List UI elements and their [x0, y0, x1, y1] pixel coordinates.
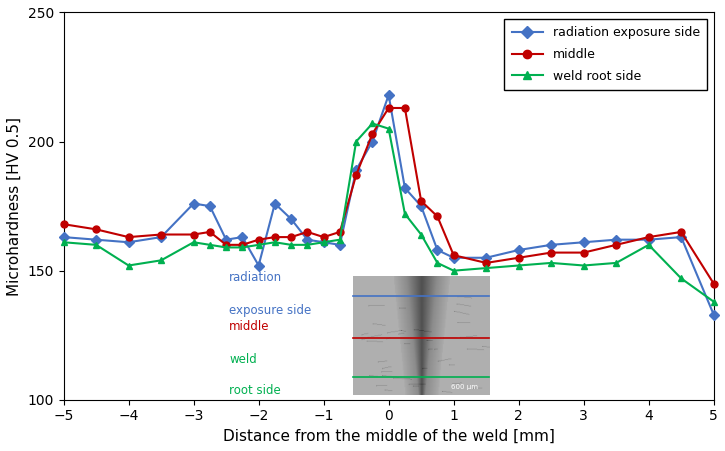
Y-axis label: Microhardness [HV 0.5]: Microhardness [HV 0.5]	[7, 117, 22, 295]
Text: root side: root side	[229, 384, 281, 397]
Legend: radiation exposure side, middle, weld root side: radiation exposure side, middle, weld ro…	[504, 18, 708, 90]
X-axis label: Distance from the middle of the weld [mm]: Distance from the middle of the weld [mm…	[223, 429, 555, 444]
Text: middle: middle	[229, 320, 270, 333]
Text: radiation: radiation	[229, 271, 283, 284]
Text: exposure side: exposure side	[229, 304, 312, 317]
Text: weld: weld	[229, 353, 257, 366]
